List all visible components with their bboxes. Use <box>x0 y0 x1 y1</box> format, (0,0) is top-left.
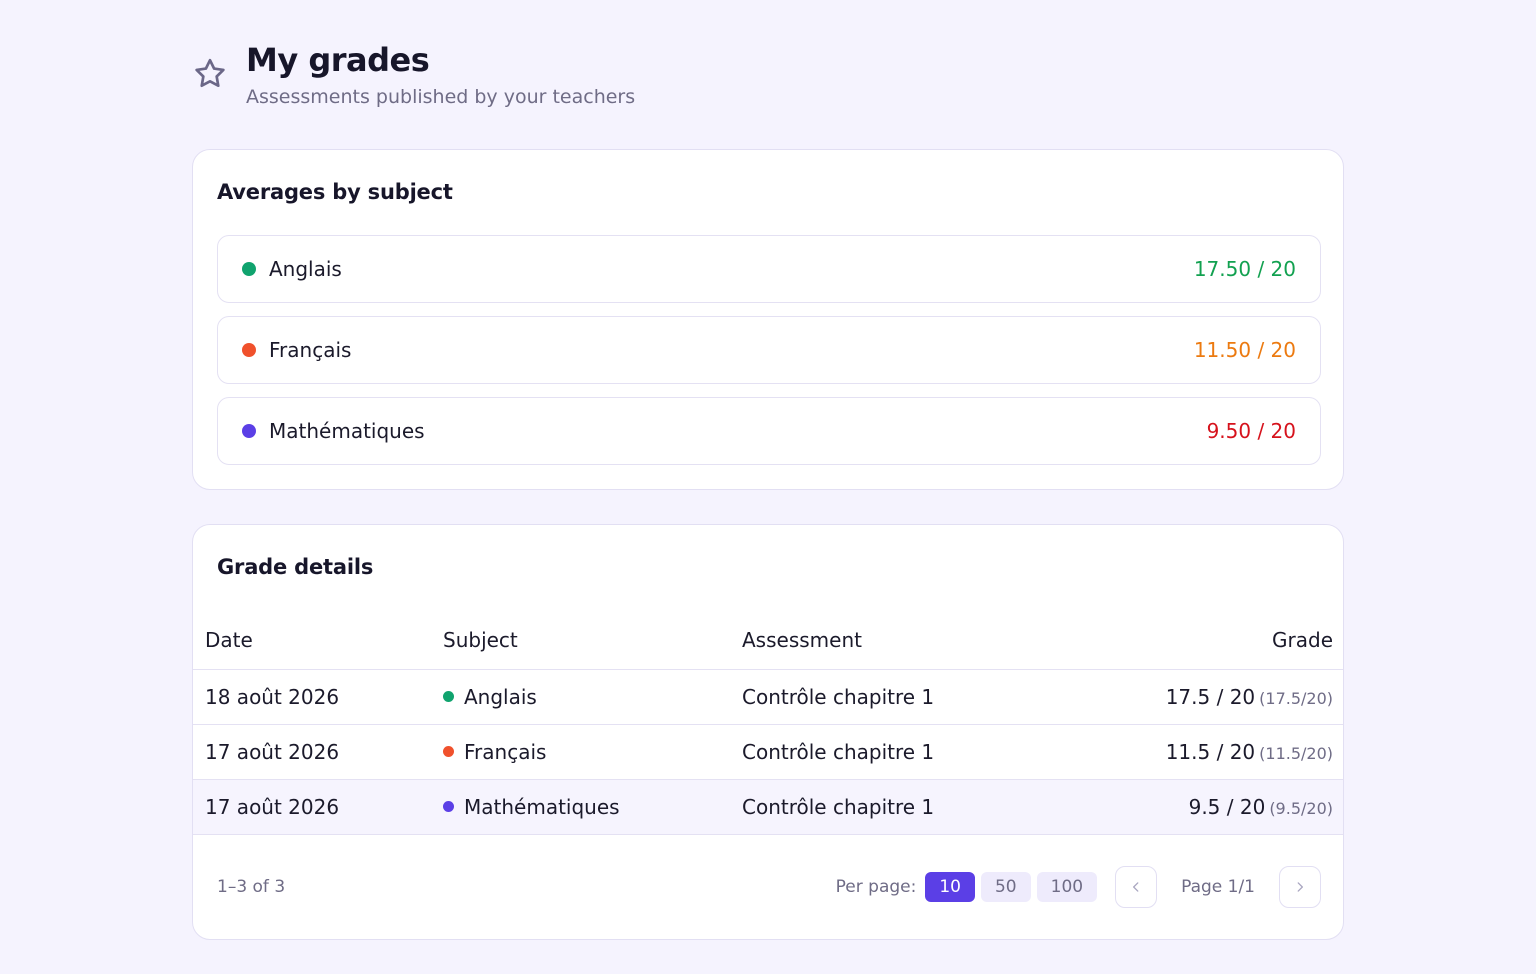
subject-name: Français <box>464 739 547 764</box>
per-page-label: Per page: <box>835 877 917 897</box>
table-row[interactable]: 18 août 2026 Anglais Contrôle chapitre 1… <box>193 669 1343 725</box>
subject-dot <box>242 343 256 357</box>
averages-card: Averages by subject Anglais 17.50 / 20 F… <box>192 149 1344 490</box>
average-row-francais: Français 11.50 / 20 <box>217 316 1321 384</box>
cell-assessment: Contrôle chapitre 1 <box>730 669 1110 725</box>
page-header: My grades Assessments published by your … <box>192 40 635 110</box>
averages-title: Averages by subject <box>217 180 453 204</box>
average-subject: Mathématiques <box>269 419 425 443</box>
chevron-right-icon <box>1297 882 1303 892</box>
previous-page-button[interactable] <box>1115 866 1158 908</box>
average-value: 17.50 / 20 <box>1193 257 1296 281</box>
grade-value: 11.5 / 20 <box>1165 739 1256 764</box>
header-text: My grades Assessments published by your … <box>246 40 635 110</box>
average-subject: Anglais <box>269 257 342 281</box>
star-icon <box>195 58 225 88</box>
grade-details-title: Grade details <box>217 555 374 579</box>
grade-details-card: Grade details Date Subject Assessment Gr… <box>192 524 1344 940</box>
cell-subject: Français <box>431 724 730 780</box>
column-header-subject[interactable]: Subject <box>431 611 730 670</box>
average-row-mathematiques: Mathématiques 9.50 / 20 <box>217 397 1321 465</box>
chevron-left-icon <box>1133 882 1139 892</box>
subject-name: Mathématiques <box>464 794 620 819</box>
cell-date: 17 août 2026 <box>193 724 431 780</box>
cell-date: 17 août 2026 <box>193 779 431 835</box>
cell-grade: 9.5 / 20 (9.5/20) <box>1110 779 1343 835</box>
cell-grade: 17.5 / 20 (17.5/20) <box>1110 669 1343 725</box>
average-subject: Français <box>269 338 352 362</box>
cell-subject: Mathématiques <box>431 779 730 835</box>
grade-raw: (11.5/20) <box>1259 743 1333 763</box>
per-page-50-button[interactable]: 50 <box>980 872 1031 902</box>
subject-name: Anglais <box>464 684 537 709</box>
column-header-grade[interactable]: Grade <box>1110 611 1343 670</box>
table-footer: 1–3 of 3 Per page: 10 50 100 Page 1/1 <box>193 857 1343 917</box>
cell-assessment: Contrôle chapitre 1 <box>730 779 1110 835</box>
grade-raw: (17.5/20) <box>1259 688 1333 708</box>
grades-table: Date Subject Assessment Grade 18 août 20… <box>193 611 1343 835</box>
average-value: 9.50 / 20 <box>1206 419 1296 443</box>
table-header-row: Date Subject Assessment Grade <box>193 611 1343 670</box>
subject-dot <box>443 801 454 812</box>
grade-value: 17.5 / 20 <box>1165 684 1256 709</box>
page-title: My grades <box>246 41 430 79</box>
table-row[interactable]: 17 août 2026 Français Contrôle chapitre … <box>193 724 1343 780</box>
column-header-assessment[interactable]: Assessment <box>730 611 1110 670</box>
subject-dot <box>443 746 454 757</box>
column-header-date[interactable]: Date <box>193 611 431 670</box>
grade-value: 9.5 / 20 <box>1188 794 1266 819</box>
pagination-range: 1–3 of 3 <box>217 877 286 897</box>
cell-date: 18 août 2026 <box>193 669 431 725</box>
page-subtitle: Assessments published by your teachers <box>246 86 636 108</box>
subject-dot <box>443 691 454 702</box>
cell-subject: Anglais <box>431 669 730 725</box>
average-row-anglais: Anglais 17.50 / 20 <box>217 235 1321 303</box>
next-page-button[interactable] <box>1279 866 1321 908</box>
cell-grade: 11.5 / 20 (11.5/20) <box>1110 724 1343 780</box>
subject-dot <box>242 424 256 438</box>
cell-assessment: Contrôle chapitre 1 <box>730 724 1110 780</box>
per-page-100-button[interactable]: 100 <box>1036 872 1098 902</box>
average-value: 11.50 / 20 <box>1193 338 1296 362</box>
grade-raw: (9.5/20) <box>1269 798 1333 818</box>
subject-dot <box>242 262 256 276</box>
page-indicator: Page 1/1 <box>1181 877 1255 897</box>
table-row[interactable]: 17 août 2026 Mathématiques Contrôle chap… <box>193 779 1343 835</box>
per-page-10-button[interactable]: 10 <box>925 872 975 902</box>
